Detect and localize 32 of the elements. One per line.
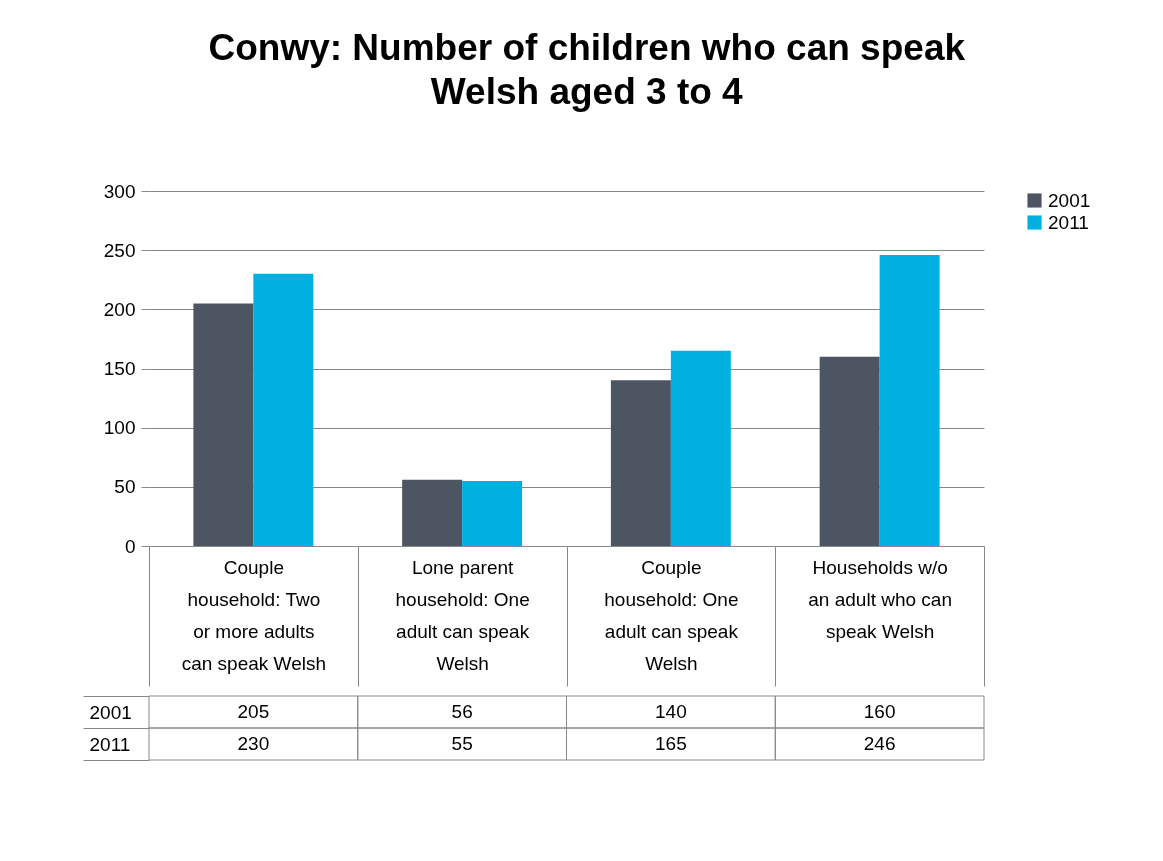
data-label: 140 <box>655 701 687 722</box>
bar <box>462 480 523 546</box>
x-tick-label: Lone parent household: One adult can speak Welsh <box>395 556 530 674</box>
data-label: 246 <box>863 733 896 754</box>
chart-title: Conwy: Number of children who can speak Welsh aged 3 to 4 <box>208 27 966 112</box>
bar <box>402 479 463 546</box>
bar <box>879 254 940 546</box>
data-label: 205 <box>237 701 270 722</box>
bar <box>670 350 731 546</box>
y-tick-label: 0 <box>124 535 136 557</box>
data-label: 230 <box>237 733 270 754</box>
bar <box>193 303 254 546</box>
legend-label: 2011 <box>1048 211 1089 233</box>
bar <box>610 380 671 546</box>
x-tick-label: Households w/o an adult who can speak Welsh <box>808 556 952 642</box>
x-tick-label: Couple household: Two or more adults can speak Welsh <box>181 556 327 674</box>
y-tick-label: 50 <box>114 476 136 498</box>
text: 2011 <box>89 733 131 755</box>
x-tick-label: Couple household: One adult can speak Welsh <box>604 556 739 674</box>
bar <box>819 356 880 546</box>
y-tick-label: 200 <box>103 298 136 320</box>
y-tick-label: 250 <box>103 239 136 261</box>
data-label: 165 <box>655 733 687 754</box>
y-tick-label: 300 <box>103 180 136 202</box>
data-label: 56 <box>451 701 473 722</box>
data-label: 55 <box>451 733 473 754</box>
legend-label: 2001 <box>1048 189 1091 211</box>
text: 2001 <box>89 701 132 723</box>
y-tick-label: 100 <box>103 417 136 439</box>
y-tick-label: 150 <box>103 358 136 379</box>
bar <box>253 273 314 546</box>
data-label: 160 <box>863 701 896 722</box>
